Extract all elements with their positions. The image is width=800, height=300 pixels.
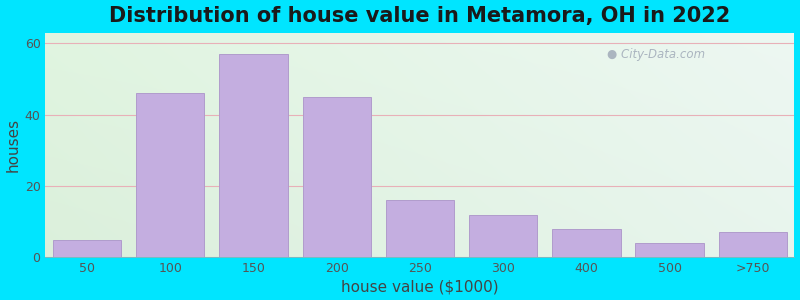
X-axis label: house value ($1000): house value ($1000)	[341, 279, 498, 294]
Bar	[469, 214, 538, 257]
Text: ● City-Data.com: ● City-Data.com	[607, 48, 706, 62]
Y-axis label: houses: houses	[6, 118, 21, 172]
Bar	[219, 54, 288, 257]
Bar	[718, 232, 787, 257]
Bar	[136, 93, 205, 257]
Bar	[635, 243, 704, 257]
Bar	[302, 97, 371, 257]
Title: Distribution of house value in Metamora, OH in 2022: Distribution of house value in Metamora,…	[110, 6, 730, 26]
Bar	[552, 229, 621, 257]
Bar	[53, 240, 121, 257]
Bar	[386, 200, 454, 257]
